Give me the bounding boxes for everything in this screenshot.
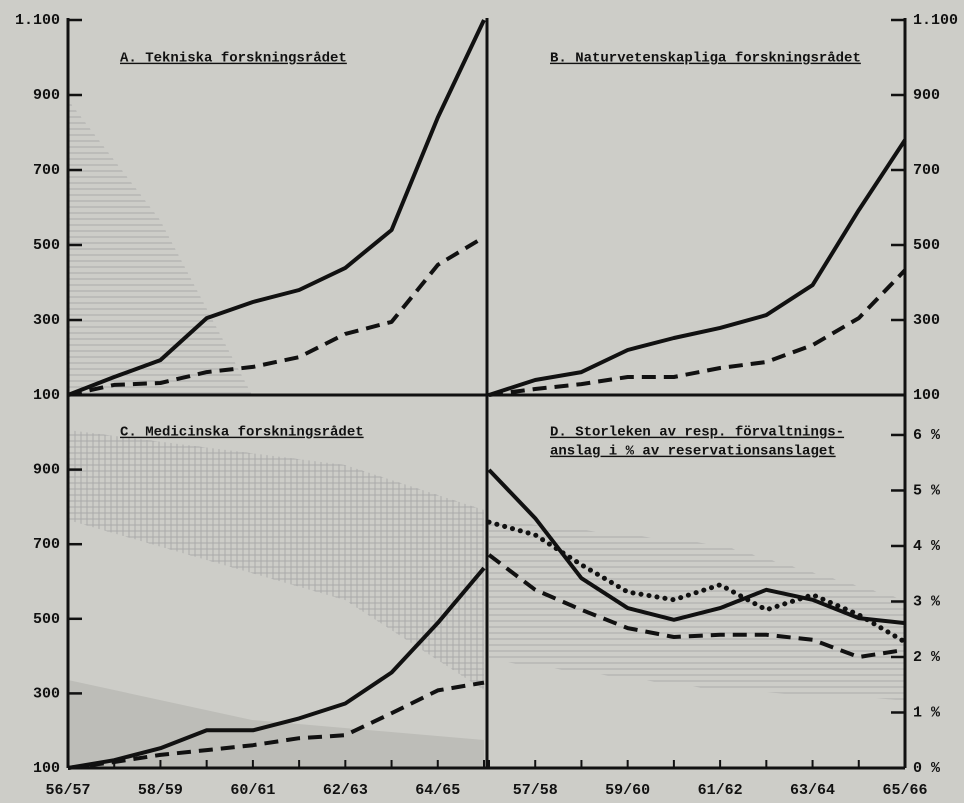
series-line [67,19,486,397]
y-tick-label: 700 [33,162,60,179]
panel-title: C. Medicinska forskningsrådet [120,425,364,441]
y-tick-label: 700 [913,162,940,179]
x-tick-label: 60/61 [230,782,275,799]
y-tick-label: 300 [33,685,60,702]
y-tick-label: 300 [33,312,60,329]
x-tick-label: 58/59 [138,782,183,799]
y-tick-label: 4 % [913,538,941,555]
series-line [488,138,907,397]
y-tick-label: 6 % [913,427,941,444]
y-tick-label: 5 % [913,482,941,499]
panel-title: D. Storleken av resp. förvaltnings- [550,425,844,441]
y-tick-label: 0 % [913,760,941,777]
y-tick-label: 700 [33,536,60,553]
background-hatch [68,430,484,690]
panel-title: B. Naturvetenskapliga forskningsrådet [550,51,861,67]
panel-title: anslag i % av reservationsanslaget [550,444,836,460]
series-line [486,519,908,645]
x-tick-label: 62/63 [323,782,368,799]
x-tick-label: 57/58 [513,782,558,799]
background-hatch [489,520,905,700]
y-tick-label: 900 [913,87,940,104]
y-tick-label: 100 [913,387,940,404]
y-tick-label: 1 % [913,704,941,721]
y-tick-label: 3 % [913,593,941,610]
y-tick-label: 300 [913,312,940,329]
series-line [67,235,486,397]
series-line [487,553,906,659]
series-line [67,566,486,770]
y-tick-label: 1.100 [15,12,60,29]
y-tick-label: 100 [33,387,60,404]
y-tick-label: 500 [913,237,940,254]
y-tick-label: 500 [33,611,60,628]
x-tick-label: 56/57 [45,782,90,799]
y-tick-label: 900 [33,462,60,479]
y-tick-label: 2 % [913,649,941,666]
x-tick-label: 59/60 [605,782,650,799]
x-tick-label: 64/65 [415,782,460,799]
y-tick-label: 1.100 [913,12,958,29]
panel-title: A. Tekniska forskningsrådet [120,51,347,67]
x-tick-label: 65/66 [882,782,927,799]
y-tick-label: 100 [33,760,60,777]
y-tick-label: 900 [33,87,60,104]
x-tick-label: 61/62 [698,782,743,799]
series-line [488,268,907,397]
y-tick-label: 500 [33,237,60,254]
series-line [67,680,485,770]
x-tick-label: 63/64 [790,782,835,799]
